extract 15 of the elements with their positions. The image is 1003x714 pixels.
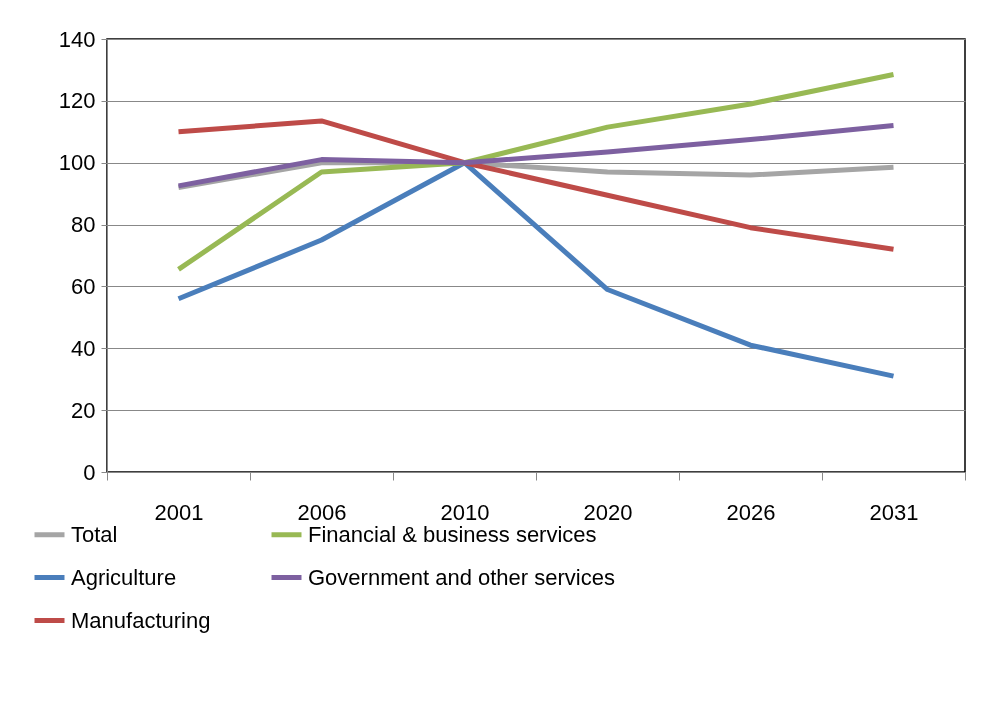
legend-label: Manufacturing	[71, 607, 211, 633]
x-tick-label: 2031	[869, 499, 919, 525]
y-tick-label: 140	[58, 26, 96, 52]
y-tick-label: 100	[58, 150, 96, 176]
legend-label: Total	[71, 521, 118, 547]
y-tick-label: 20	[71, 397, 96, 423]
y-tick-label: 120	[58, 88, 96, 114]
y-tick-label: 60	[71, 273, 96, 299]
x-tick-label: 2001	[154, 499, 204, 525]
legend-label: Agriculture	[71, 564, 177, 590]
legend-label: Government and other services	[308, 564, 615, 590]
y-tick-label: 0	[83, 459, 96, 485]
y-tick-label: 80	[71, 212, 96, 238]
x-tick-label: 2026	[726, 499, 776, 525]
y-tick-label: 40	[71, 335, 96, 361]
